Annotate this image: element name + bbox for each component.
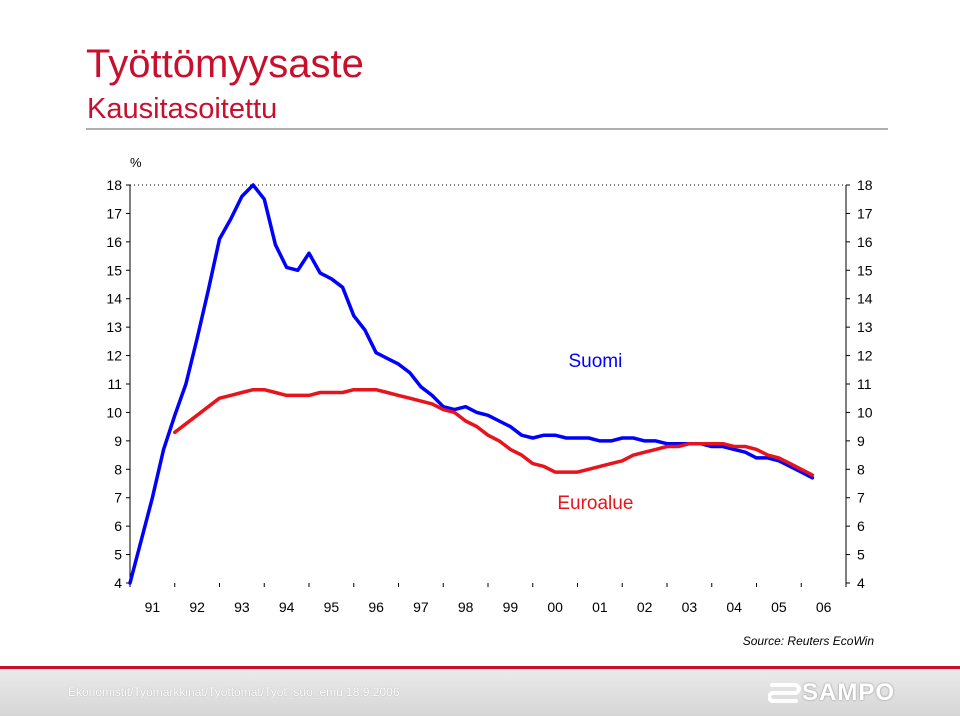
y-tick-label-left: 5 [114, 547, 122, 563]
x-tick-label: 97 [413, 599, 429, 615]
footer-file-path: Ekonomistit/Työmarkkinat/Työttömät/Työt_… [68, 685, 400, 699]
source-note: Source: Reuters EcoWin [742, 634, 874, 648]
y-tick-label-right: 11 [857, 376, 872, 392]
y-tick-label-right: 16 [857, 234, 873, 250]
x-tick-label: 06 [816, 599, 832, 615]
x-tick-label: 01 [592, 599, 608, 615]
series-label-euroalue: Euroalue [557, 493, 633, 514]
sampo-logo: SAMPO [768, 678, 895, 708]
footer-accent-line [0, 666, 960, 669]
y-tick-label-right: 8 [857, 461, 865, 477]
x-tick-label: 92 [189, 599, 205, 615]
x-tick-label: 98 [458, 599, 474, 615]
y-tick-label-left: 6 [114, 518, 122, 534]
y-tick-label-right: 9 [857, 433, 865, 449]
y-tick-label-right: 18 [857, 177, 873, 193]
y-tick-label-right: 17 [857, 205, 873, 221]
y-tick-label-left: 15 [106, 262, 122, 278]
y-tick-label-right: 7 [857, 490, 865, 506]
y-tick-label-right: 15 [857, 262, 873, 278]
x-tick-label: 93 [234, 599, 250, 615]
x-tick-label: 99 [503, 599, 519, 615]
x-tick-label: 03 [682, 599, 698, 615]
y-tick-label-left: 12 [106, 348, 122, 364]
logo-text: SAMPO [802, 679, 896, 706]
x-tick-label: 00 [547, 599, 563, 615]
title-divider [86, 128, 888, 130]
y-tick-label-left: 10 [106, 404, 122, 420]
x-tick-label: 05 [771, 599, 787, 615]
y-tick-label-left: 11 [107, 376, 122, 392]
page-title: Työttömyysaste [86, 42, 364, 86]
series-label-suomi: Suomi [568, 351, 622, 372]
x-tick-label: 02 [637, 599, 653, 615]
y-tick-label-left: 7 [114, 490, 122, 506]
y-tick-label-left: 16 [106, 234, 122, 250]
y-tick-label-right: 14 [857, 291, 873, 307]
page-subtitle: Kausitasoitettu [87, 93, 278, 125]
y-tick-label-right: 6 [857, 518, 865, 534]
y-tick-label-right: 10 [857, 404, 873, 420]
y-tick-label-left: 9 [114, 433, 122, 449]
y-tick-label-left: 17 [106, 205, 122, 221]
y-tick-label-left: 13 [106, 319, 122, 335]
y-tick-label-left: 14 [106, 291, 122, 307]
x-tick-label: 04 [726, 599, 742, 615]
series-line-euroalue [173, 387, 815, 477]
sampo-s-logo-icon [768, 683, 801, 703]
y-tick-label-left: 8 [114, 461, 122, 477]
y-tick-label-right: 4 [857, 575, 865, 591]
y-tick-label-right: 5 [857, 547, 865, 563]
y-tick-label-right: 12 [857, 348, 873, 364]
x-tick-label: 94 [279, 599, 295, 615]
y-tick-label-right: 13 [857, 319, 873, 335]
x-tick-label: 96 [368, 599, 384, 615]
y-axis-unit: % [130, 155, 142, 170]
series-line-suomi [128, 183, 815, 585]
y-tick-label-left: 4 [114, 575, 122, 591]
y-tick-label-left: 18 [106, 177, 122, 193]
x-tick-label: 91 [145, 599, 161, 615]
x-tick-label: 95 [324, 599, 340, 615]
